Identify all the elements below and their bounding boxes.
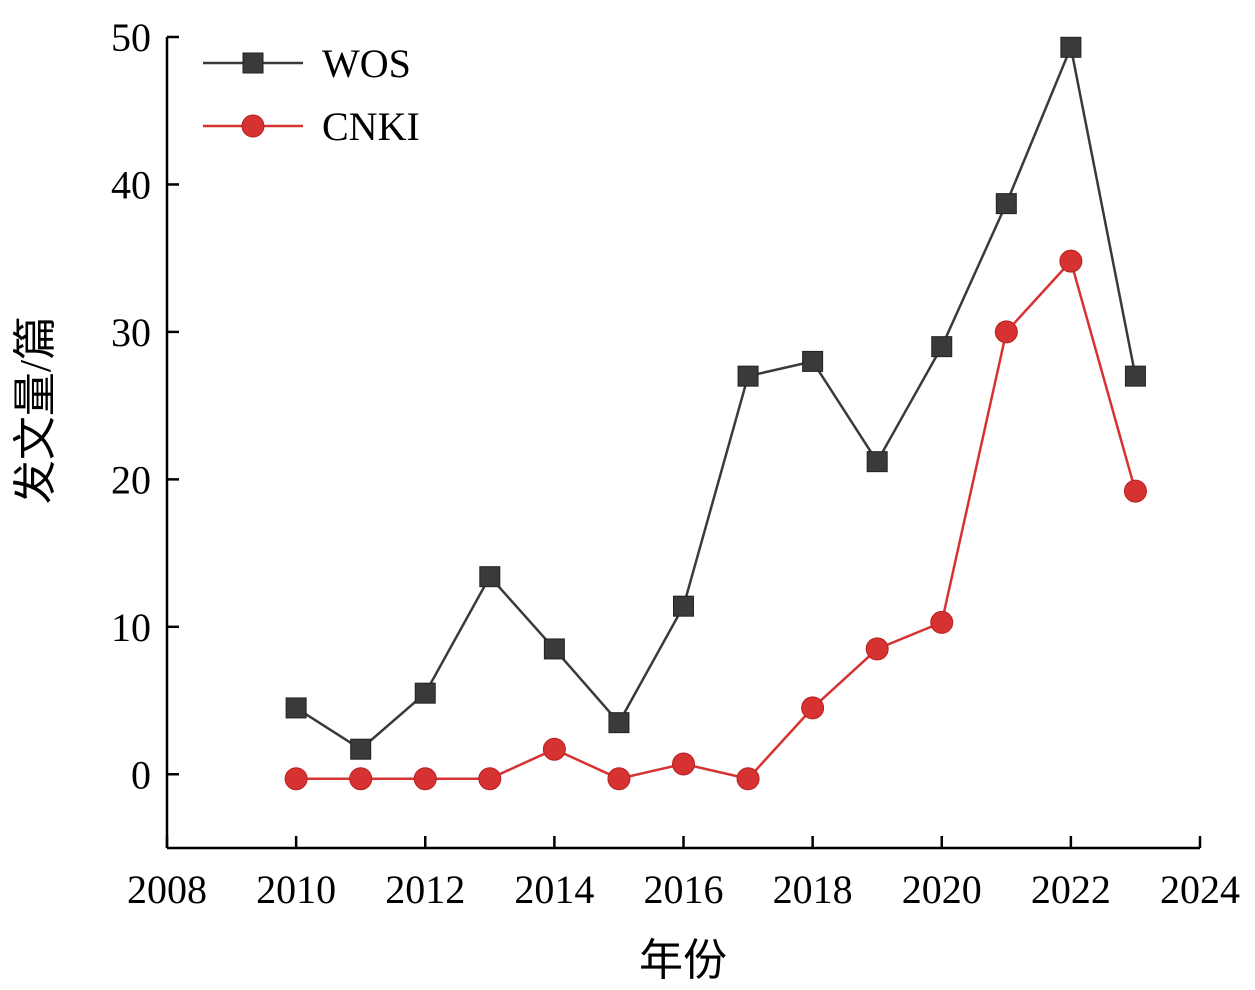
data-point-wos bbox=[414, 682, 436, 704]
x-axis-title: 年份 bbox=[639, 936, 727, 985]
data-point-cnki bbox=[930, 610, 954, 634]
data-point-cnki bbox=[1123, 479, 1147, 503]
data-point-wos bbox=[931, 336, 953, 358]
data-point-wos bbox=[608, 712, 630, 734]
x-tick-label: 2010 bbox=[256, 867, 336, 912]
x-tick-label: 2014 bbox=[514, 867, 594, 912]
data-point-cnki bbox=[1059, 249, 1083, 273]
y-tick-label: 50 bbox=[111, 15, 151, 60]
legend-marker-wos bbox=[242, 52, 264, 74]
data-point-cnki bbox=[736, 767, 760, 791]
x-tick-label: 2012 bbox=[385, 867, 465, 912]
legend-item-wos: WOS bbox=[203, 41, 411, 86]
series-cnki bbox=[284, 249, 1147, 791]
data-point-cnki bbox=[607, 767, 631, 791]
data-point-wos bbox=[737, 365, 759, 387]
y-tick-label: 10 bbox=[111, 605, 151, 650]
data-point-wos bbox=[1124, 365, 1146, 387]
y-tick-label: 30 bbox=[111, 310, 151, 355]
legend: WOS CNKI bbox=[203, 41, 420, 149]
y-tick-label: 20 bbox=[111, 457, 151, 502]
y-axis-title: 发文量/篇 bbox=[11, 316, 60, 504]
data-point-wos bbox=[543, 638, 565, 660]
data-point-wos bbox=[995, 193, 1017, 215]
data-point-wos bbox=[350, 738, 372, 760]
data-point-wos bbox=[479, 566, 501, 588]
series-line-wos bbox=[295, 43, 1137, 751]
y-tick-label: 40 bbox=[111, 162, 151, 207]
data-point-cnki bbox=[672, 752, 695, 776]
x-tick-label: 2020 bbox=[902, 867, 982, 912]
data-point-cnki bbox=[994, 320, 1018, 344]
data-point-cnki bbox=[349, 767, 373, 791]
data-point-cnki bbox=[801, 696, 825, 720]
data-point-cnki bbox=[865, 637, 889, 661]
axes: 2008 2010 2012 2014 2016 2018 2020 2022 2024 0 10 2… bbox=[111, 15, 1240, 912]
x-tick-label: 2024 bbox=[1160, 867, 1240, 912]
legend-item-cnki: CNKI bbox=[203, 104, 420, 149]
data-point-wos bbox=[673, 595, 694, 617]
data-point-cnki bbox=[413, 767, 437, 791]
y-tick-label: 0 bbox=[131, 752, 151, 797]
legend-label-wos: WOS bbox=[322, 41, 411, 86]
data-point-wos bbox=[285, 697, 307, 719]
legend-label-cnki: CNKI bbox=[322, 104, 420, 149]
data-point-wos bbox=[802, 350, 824, 372]
x-tick-label: 2018 bbox=[773, 867, 853, 912]
data-point-wos bbox=[866, 451, 888, 473]
data-point-cnki bbox=[284, 767, 308, 791]
x-tick-label: 2008 bbox=[127, 867, 207, 912]
series-layer bbox=[284, 36, 1147, 791]
data-point-cnki bbox=[478, 767, 502, 791]
x-tick-label: 2022 bbox=[1031, 867, 1111, 912]
x-tick-label: 2016 bbox=[644, 867, 724, 912]
legend-marker-cnki bbox=[241, 114, 265, 138]
series-wos bbox=[285, 36, 1146, 760]
data-point-cnki bbox=[542, 737, 566, 761]
data-point-wos bbox=[1060, 36, 1082, 58]
